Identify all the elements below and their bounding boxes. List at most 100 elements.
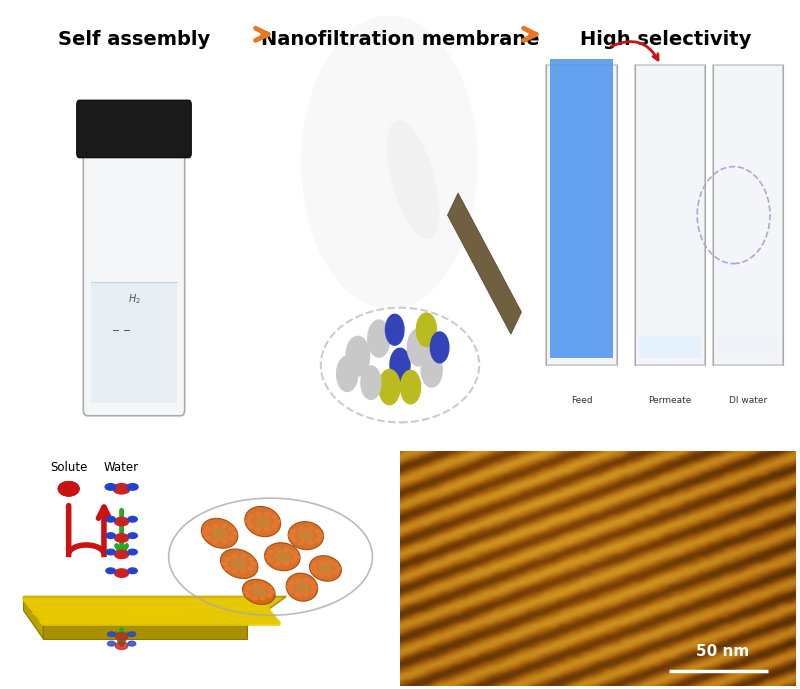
Ellipse shape: [230, 557, 248, 570]
Text: $\mathit{H_2}$: $\mathit{H_2}$: [127, 292, 141, 306]
Circle shape: [229, 536, 234, 539]
Circle shape: [265, 513, 270, 515]
Ellipse shape: [288, 522, 323, 550]
Circle shape: [291, 530, 297, 533]
Circle shape: [266, 586, 272, 590]
Polygon shape: [43, 625, 247, 639]
Text: Permeate: Permeate: [648, 395, 691, 405]
Circle shape: [212, 539, 218, 542]
Circle shape: [268, 551, 274, 554]
Ellipse shape: [310, 555, 342, 582]
Circle shape: [284, 562, 290, 565]
Circle shape: [251, 562, 257, 566]
Circle shape: [106, 533, 115, 538]
Circle shape: [303, 579, 309, 582]
Ellipse shape: [221, 549, 258, 579]
Circle shape: [302, 17, 477, 308]
Circle shape: [275, 562, 281, 565]
Circle shape: [128, 549, 138, 555]
Circle shape: [407, 329, 430, 366]
Circle shape: [313, 563, 318, 566]
Circle shape: [379, 369, 400, 404]
Polygon shape: [24, 597, 43, 639]
Ellipse shape: [265, 543, 300, 570]
Circle shape: [114, 569, 129, 577]
Bar: [91, 282, 177, 402]
Circle shape: [312, 586, 318, 589]
Text: Nanofiltration membrane: Nanofiltration membrane: [261, 30, 539, 49]
Text: Self assembly: Self assembly: [58, 30, 210, 49]
Circle shape: [252, 584, 258, 587]
Ellipse shape: [318, 563, 333, 574]
Text: 50 nm: 50 nm: [696, 644, 750, 659]
Circle shape: [105, 484, 116, 490]
Circle shape: [246, 586, 251, 590]
Circle shape: [291, 559, 297, 563]
Circle shape: [326, 561, 332, 564]
Circle shape: [260, 584, 266, 587]
Circle shape: [307, 541, 313, 544]
Circle shape: [243, 590, 249, 593]
Circle shape: [246, 520, 251, 523]
Circle shape: [106, 517, 115, 522]
Circle shape: [319, 561, 324, 564]
Circle shape: [128, 517, 138, 522]
Circle shape: [390, 348, 410, 382]
Circle shape: [337, 356, 358, 391]
Text: High selectivity: High selectivity: [580, 30, 752, 49]
Circle shape: [248, 557, 254, 561]
Circle shape: [368, 320, 390, 357]
Circle shape: [222, 562, 227, 566]
Ellipse shape: [202, 518, 238, 548]
Circle shape: [222, 539, 227, 542]
Bar: [546, 65, 617, 365]
Circle shape: [361, 366, 381, 400]
Ellipse shape: [254, 515, 270, 528]
Circle shape: [386, 314, 404, 345]
Circle shape: [291, 551, 297, 554]
Circle shape: [212, 524, 218, 527]
Text: DI water: DI water: [729, 395, 767, 405]
Circle shape: [326, 573, 332, 576]
Circle shape: [232, 570, 238, 573]
Ellipse shape: [286, 573, 318, 601]
Circle shape: [255, 513, 261, 515]
Circle shape: [107, 632, 115, 637]
FancyBboxPatch shape: [83, 142, 185, 415]
Circle shape: [114, 534, 129, 542]
Circle shape: [128, 641, 136, 646]
Circle shape: [272, 515, 277, 519]
Bar: [717, 336, 779, 358]
Circle shape: [268, 559, 274, 563]
Bar: [638, 336, 701, 358]
Ellipse shape: [58, 481, 79, 496]
Circle shape: [430, 332, 449, 363]
Circle shape: [295, 579, 301, 582]
Circle shape: [346, 336, 370, 376]
Circle shape: [265, 528, 270, 531]
Circle shape: [115, 633, 128, 640]
Circle shape: [318, 534, 323, 537]
Bar: [635, 65, 705, 365]
Circle shape: [319, 573, 324, 576]
Ellipse shape: [295, 581, 309, 593]
Circle shape: [401, 370, 421, 404]
Circle shape: [128, 632, 136, 637]
Circle shape: [333, 570, 338, 574]
Circle shape: [241, 570, 246, 573]
Circle shape: [315, 530, 320, 533]
Circle shape: [246, 594, 251, 597]
Circle shape: [284, 548, 290, 551]
Circle shape: [307, 527, 313, 531]
Ellipse shape: [387, 120, 439, 240]
Ellipse shape: [242, 579, 275, 604]
Circle shape: [335, 567, 341, 570]
Circle shape: [315, 538, 320, 542]
Circle shape: [115, 642, 128, 650]
Circle shape: [416, 313, 437, 347]
Ellipse shape: [211, 526, 228, 540]
Circle shape: [289, 534, 294, 537]
Circle shape: [298, 541, 304, 544]
Circle shape: [128, 568, 138, 573]
Circle shape: [232, 555, 238, 558]
